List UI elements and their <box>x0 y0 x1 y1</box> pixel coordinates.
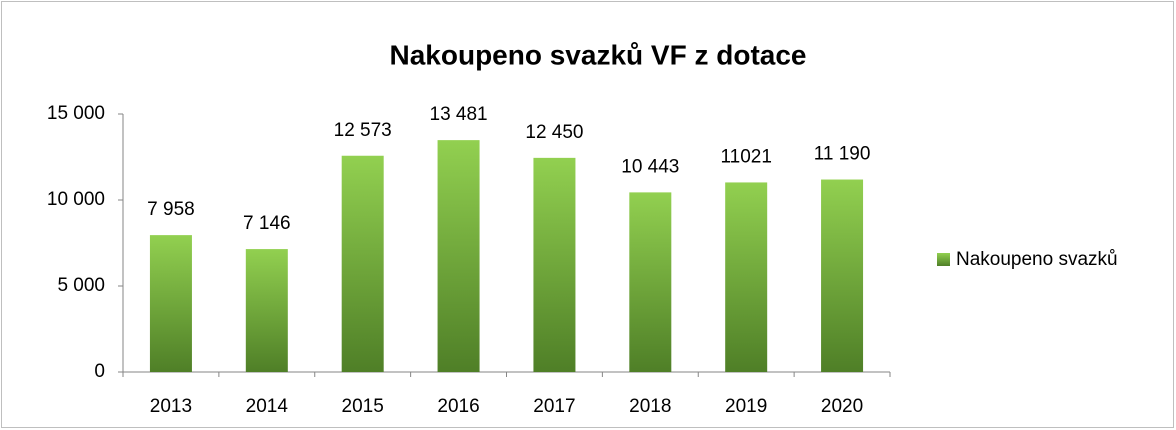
value-label: 11021 <box>720 146 771 167</box>
value-label: 13 481 <box>430 104 488 125</box>
bar <box>725 182 768 372</box>
x-tick-label: 2014 <box>246 396 289 417</box>
x-tick-label: 2017 <box>533 396 575 417</box>
y-tick-label: 15 000 <box>47 103 105 124</box>
y-tick-label: 0 <box>94 361 105 382</box>
chart-title: Nakoupeno svazků VF z dotace <box>390 39 807 70</box>
bar <box>821 179 864 372</box>
y-tick-label: 5 000 <box>57 275 105 296</box>
x-tick-label: 2016 <box>437 396 479 417</box>
value-label: 12 573 <box>334 120 392 141</box>
x-tick-label: 2018 <box>629 396 671 417</box>
value-label: 10 443 <box>621 156 679 177</box>
bar <box>533 157 576 372</box>
value-label: 7 146 <box>243 213 291 234</box>
bar <box>437 140 480 372</box>
x-tick-label: 2015 <box>342 396 384 417</box>
bar <box>341 155 384 372</box>
legend-label: Nakoupeno svazků <box>956 249 1118 270</box>
legend-swatch <box>937 253 950 266</box>
value-label: 7 958 <box>147 199 195 220</box>
x-tick-label: 2019 <box>725 396 767 417</box>
x-tick-label: 2013 <box>150 396 192 417</box>
value-label: 12 450 <box>525 122 583 143</box>
bar <box>245 249 288 372</box>
value-label: 11 190 <box>814 144 871 165</box>
bar <box>149 235 192 372</box>
bar <box>629 192 672 372</box>
x-tick-label: 2020 <box>821 396 863 417</box>
y-tick-label: 10 000 <box>47 189 105 210</box>
